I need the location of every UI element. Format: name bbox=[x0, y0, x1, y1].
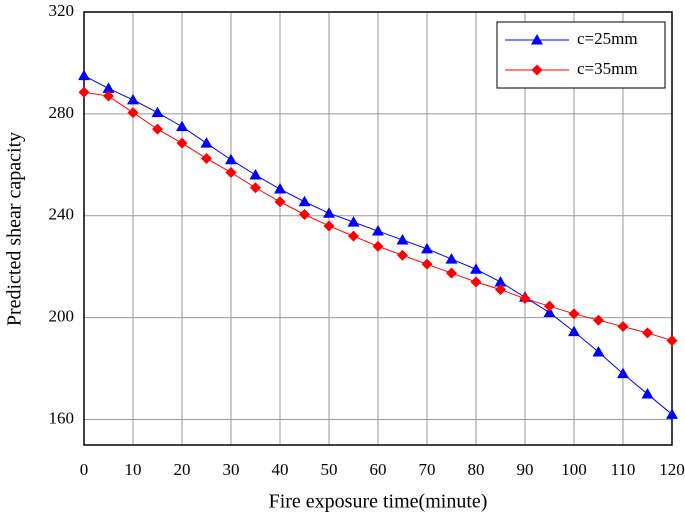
marker bbox=[519, 293, 531, 305]
x-tick-label: 120 bbox=[659, 460, 685, 479]
x-tick-label: 40 bbox=[272, 460, 289, 479]
marker bbox=[225, 153, 237, 165]
marker bbox=[103, 90, 114, 102]
marker bbox=[446, 267, 457, 279]
marker bbox=[641, 388, 654, 399]
y-tick-label: 240 bbox=[49, 205, 75, 224]
plot-frame bbox=[83, 11, 673, 446]
marker bbox=[200, 137, 213, 148]
legend-label: c=25mm bbox=[577, 29, 638, 48]
marker bbox=[592, 346, 605, 357]
x-axis-title: Fire exposure time(minute) bbox=[269, 491, 488, 513]
marker bbox=[152, 123, 163, 135]
marker bbox=[249, 169, 262, 180]
x-tick-label: 60 bbox=[370, 460, 387, 479]
x-tick-label: 90 bbox=[517, 460, 534, 479]
marker bbox=[127, 93, 139, 105]
marker bbox=[666, 335, 678, 347]
marker bbox=[348, 230, 359, 242]
marker bbox=[274, 183, 286, 194]
marker bbox=[494, 275, 507, 287]
marker bbox=[323, 207, 335, 218]
marker bbox=[495, 284, 506, 296]
marker bbox=[396, 233, 409, 245]
x-tick-label: 30 bbox=[223, 460, 240, 479]
marker bbox=[544, 300, 555, 312]
marker bbox=[323, 220, 335, 232]
marker bbox=[617, 321, 629, 333]
x-tick-label: 0 bbox=[80, 460, 89, 479]
marker bbox=[568, 325, 580, 337]
marker bbox=[176, 137, 188, 149]
marker bbox=[298, 195, 311, 207]
marker bbox=[445, 253, 458, 264]
marker bbox=[102, 82, 115, 93]
marker bbox=[372, 225, 384, 236]
marker bbox=[299, 208, 310, 220]
y-tick-label: 200 bbox=[49, 307, 75, 326]
x-tick-label: 110 bbox=[611, 460, 636, 479]
marker bbox=[397, 249, 408, 261]
marker bbox=[568, 308, 580, 320]
x-tick-label: 100 bbox=[561, 460, 587, 479]
marker bbox=[642, 327, 653, 339]
x-tick-label: 70 bbox=[419, 460, 436, 479]
marker bbox=[666, 408, 678, 419]
x-tick-label: 50 bbox=[321, 460, 338, 479]
legend-box bbox=[496, 21, 666, 89]
x-tick-label: 80 bbox=[468, 460, 485, 479]
marker bbox=[151, 106, 164, 118]
marker bbox=[274, 196, 286, 208]
marker bbox=[78, 86, 90, 98]
marker bbox=[78, 69, 90, 81]
marker bbox=[617, 367, 629, 379]
marker bbox=[201, 152, 212, 164]
x-tick-label: 10 bbox=[125, 460, 142, 479]
marker bbox=[127, 107, 139, 119]
marker bbox=[176, 120, 188, 132]
marker bbox=[470, 276, 482, 288]
legend-label: c=35mm bbox=[577, 59, 638, 78]
y-tick-label: 280 bbox=[49, 103, 75, 122]
marker bbox=[421, 242, 433, 254]
marker bbox=[543, 306, 556, 318]
marker bbox=[421, 258, 433, 270]
marker bbox=[225, 166, 237, 178]
marker bbox=[531, 34, 543, 45]
marker bbox=[531, 64, 543, 76]
marker bbox=[470, 263, 482, 274]
marker bbox=[372, 240, 384, 252]
marker bbox=[593, 314, 604, 326]
marker bbox=[250, 182, 261, 194]
y-axis-title: Predicted shear capacity bbox=[4, 132, 26, 326]
marker bbox=[347, 216, 360, 227]
x-tick-label: 20 bbox=[174, 460, 191, 479]
y-tick-label: 160 bbox=[49, 408, 75, 427]
y-tick-label: 320 bbox=[49, 1, 75, 20]
